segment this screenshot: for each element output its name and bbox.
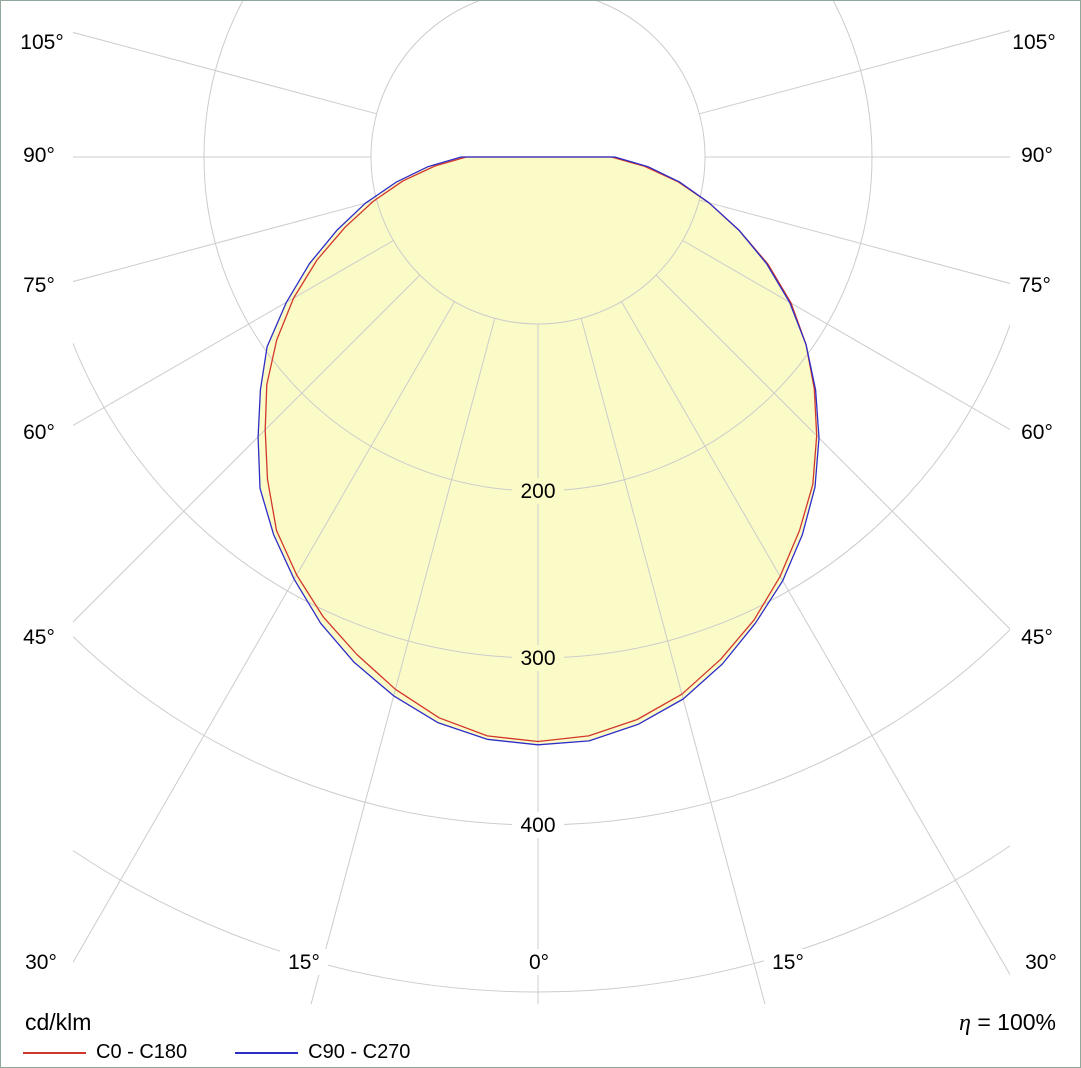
efficiency-value: = 100%	[970, 1009, 1056, 1035]
legend-item-1: C0 - C180	[23, 1041, 187, 1064]
angle-label: 15°	[772, 951, 804, 974]
angle-label: 0°	[529, 951, 549, 974]
series-fills	[258, 157, 820, 745]
grid-radial-line	[682, 240, 1010, 431]
grid-radial-line	[73, 301, 455, 964]
series-curves	[257, 156, 820, 746]
series-fill-2	[258, 157, 820, 745]
angle-label: 105°	[20, 31, 63, 54]
angle-label: 75°	[23, 274, 55, 297]
angle-label: 15°	[288, 951, 320, 974]
ring-label: 400	[520, 814, 555, 837]
curve-1	[264, 156, 818, 743]
legend-item-2: C90 - C270	[235, 1041, 410, 1064]
ring-label: 300	[520, 647, 555, 670]
grid-radial-line	[621, 301, 1010, 976]
legend-line-sample	[23, 1051, 86, 1054]
eta-symbol: η	[959, 1010, 971, 1036]
unit-label: cd/klm	[25, 1009, 92, 1035]
angle-label: 60°	[1021, 421, 1053, 444]
angle-label: 30°	[25, 951, 57, 974]
curve-2	[257, 156, 820, 746]
footer: cd/klm η = 100%	[1, 1009, 1080, 1039]
angle-label: 60°	[23, 421, 55, 444]
grid-radial-line	[73, 274, 421, 623]
axis-labels: 200 300 400 105° 90° 75° 60° 45° 105° 90° 75° 60° 45…	[20, 31, 1057, 974]
grid-radial-line	[699, 30, 1010, 115]
angle-label: 90°	[1021, 144, 1053, 167]
grid-radial-line	[73, 199, 377, 283]
grid-radial-line	[580, 318, 766, 1004]
grid-radial-line	[310, 318, 496, 1004]
grid-radial-line	[655, 274, 1010, 630]
efficiency-label: η = 100%	[959, 1009, 1056, 1037]
grid-radial-line	[73, 240, 394, 427]
ring-label: 200	[520, 480, 555, 503]
angle-label: 30°	[1025, 951, 1057, 974]
grid-radial-line	[699, 199, 1010, 284]
legend-label: C90 - C270	[308, 1041, 411, 1063]
grid-radial-line	[73, 31, 377, 115]
angle-label: 45°	[1021, 626, 1053, 649]
legend: C0 - C180 C90 - C270	[23, 1041, 458, 1064]
legend-line-sample	[235, 1051, 299, 1054]
angle-label: 90°	[23, 144, 55, 167]
angle-label: 45°	[23, 626, 55, 649]
angle-label: 105°	[1012, 31, 1055, 54]
angle-label: 75°	[1019, 274, 1051, 297]
legend-label: C0 - C180	[96, 1041, 188, 1063]
